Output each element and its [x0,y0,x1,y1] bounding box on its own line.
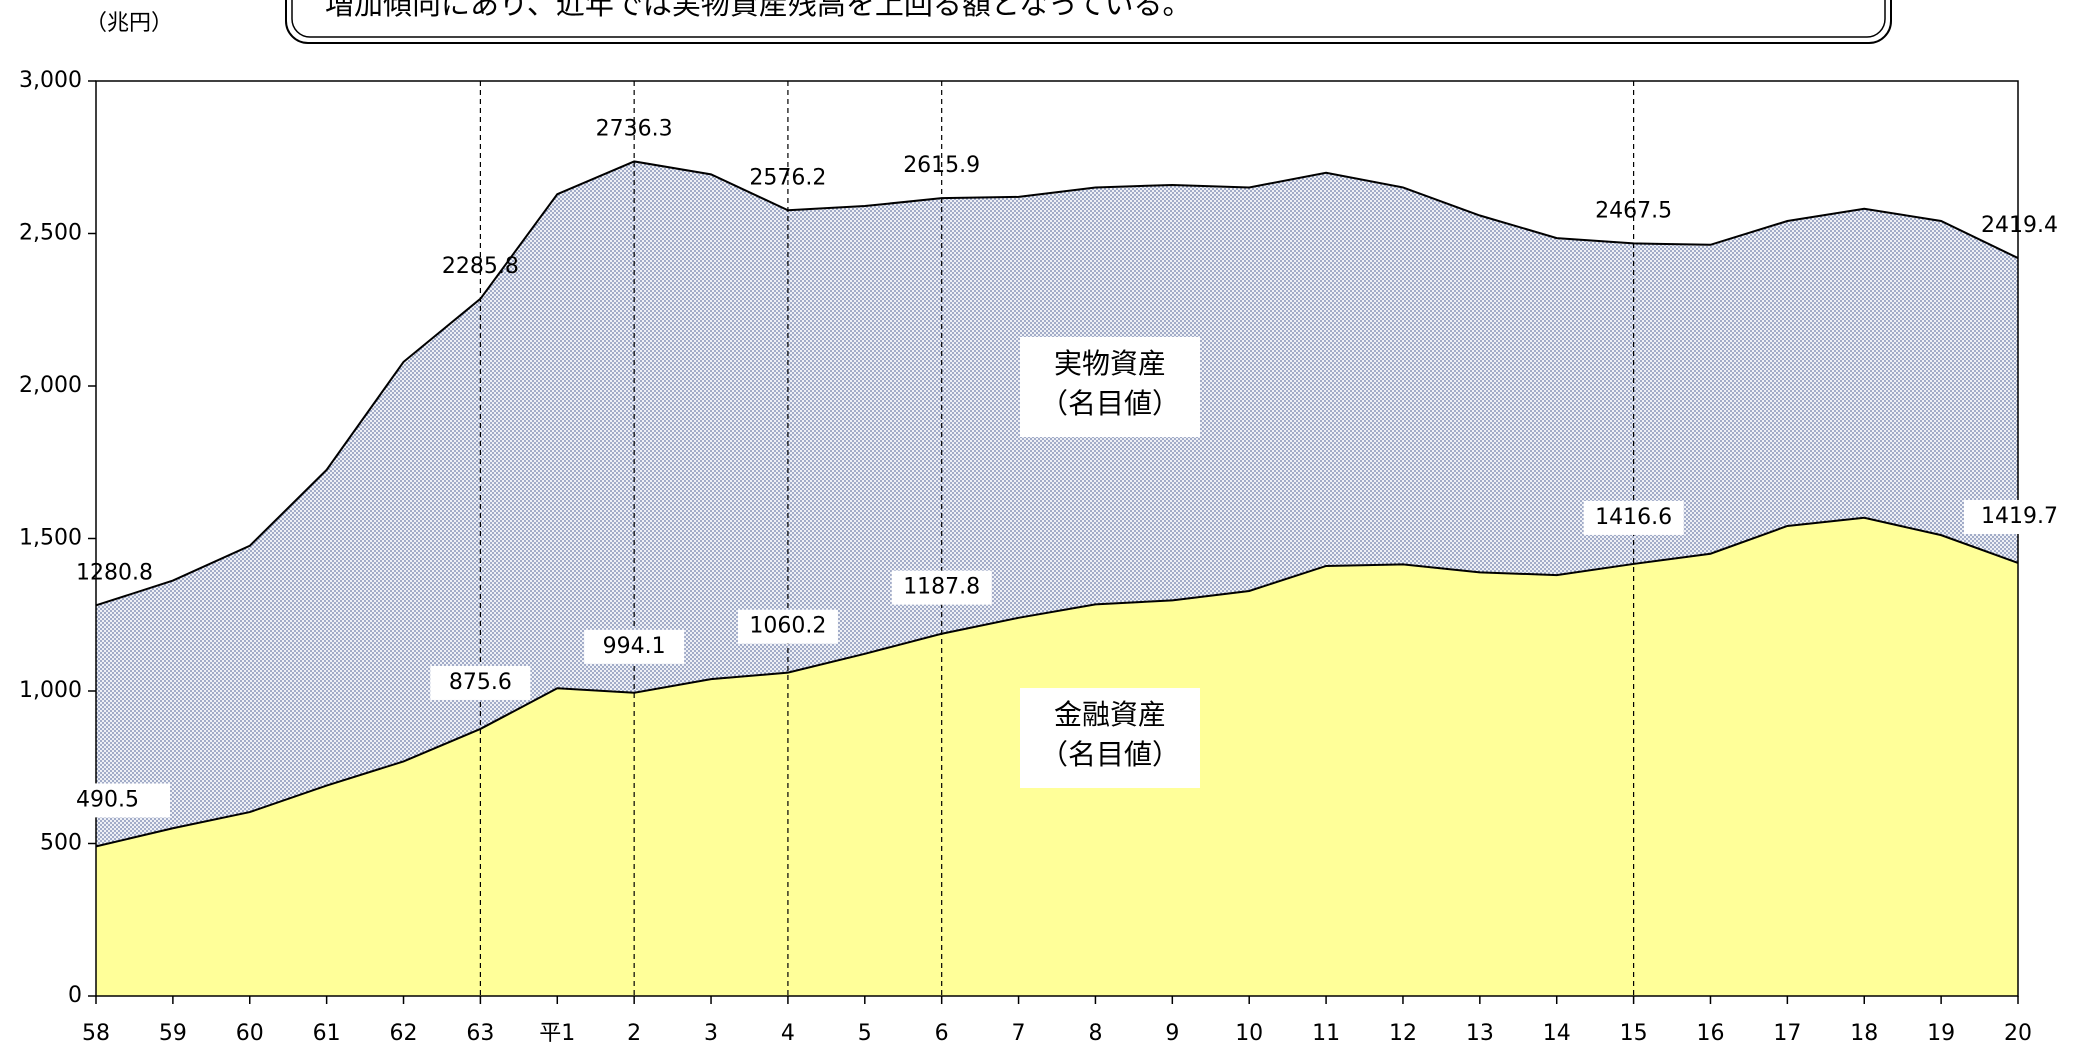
y-tick-label: 500 [40,831,82,856]
y-unit: （兆円） [85,11,173,36]
note-box-inner [291,0,1886,38]
y-tick-label: 1,500 [19,526,82,551]
data-label: 1060.2 [749,614,826,639]
data-label: 490.5 [76,787,139,812]
x-tick-label: 5 [858,1021,872,1046]
x-tick-label: 11 [1312,1021,1340,1046]
data-label: 1187.8 [903,575,980,600]
x-tick-label: 6 [935,1021,949,1046]
y-tick-label: 3,000 [19,68,82,93]
area-label: 実物資産 [1054,347,1166,380]
x-tick-label: 12 [1389,1021,1417,1046]
data-label: 1419.7 [1981,504,2058,529]
x-tick-label: 60 [236,1021,264,1046]
x-tick-label: 4 [781,1021,795,1046]
x-tick-label: 19 [1927,1021,1955,1046]
x-tick-label: 59 [159,1021,187,1046]
data-label: 875.6 [449,670,512,695]
data-label: 2285.8 [442,254,519,279]
data-label-bg [584,629,685,664]
x-tick-label: 16 [1696,1021,1724,1046]
x-tick-label: 63 [466,1021,494,1046]
y-tick-label: 2,000 [19,373,82,398]
area-label-bg [1020,688,1200,788]
x-tick-label: 13 [1466,1021,1494,1046]
data-label: 2419.4 [1981,213,2058,238]
y-tick-label: 2,500 [19,221,82,246]
x-tick-label: 62 [390,1021,418,1046]
x-tick-label: 15 [1620,1021,1648,1046]
data-label-bg [1583,500,1684,535]
x-tick-label: 17 [1773,1021,1801,1046]
data-label: 2615.9 [903,153,980,178]
area-line [95,160,2019,607]
area-label-bg [1020,337,1200,437]
x-tick-label: 18 [1850,1021,1878,1046]
data-label-bg [1964,499,2064,534]
data-label: 2467.5 [1595,198,1672,223]
data-label: 1280.8 [76,560,153,585]
data-label: 994.1 [603,634,666,659]
data-label: 2576.2 [749,165,826,190]
area-label: （名目値） [1040,387,1180,420]
y-tick-label: 1,000 [19,678,82,703]
data-label-bg [737,609,838,644]
x-tick-label: 3 [704,1021,718,1046]
note-text: 増加傾向にあり、近年では実物資産残高を上回る額となっている。 [325,0,1192,21]
x-tick-label: 20 [2004,1021,2032,1046]
x-tick-label: 14 [1543,1021,1571,1046]
note-box [285,0,1892,44]
x-tick-label: 7 [1012,1021,1026,1046]
x-tick-label: 9 [1165,1021,1179,1046]
area-line [95,516,2019,848]
data-label: 1416.6 [1595,505,1672,530]
y-tick-label: 0 [68,983,82,1008]
data-label-bg [891,570,992,605]
area-label: （名目値） [1040,738,1180,771]
x-tick-label: 58 [82,1021,110,1046]
data-label: 2736.3 [596,116,673,141]
x-tick-label: 平1 [539,1021,575,1046]
x-tick-label: 2 [627,1021,641,1046]
x-tick-label: 10 [1235,1021,1263,1046]
x-tick-label: 61 [313,1021,341,1046]
area-label: 金融資産 [1054,698,1166,731]
data-label-bg [70,783,170,818]
data-label-bg [430,665,531,700]
x-tick-label: 8 [1088,1021,1102,1046]
